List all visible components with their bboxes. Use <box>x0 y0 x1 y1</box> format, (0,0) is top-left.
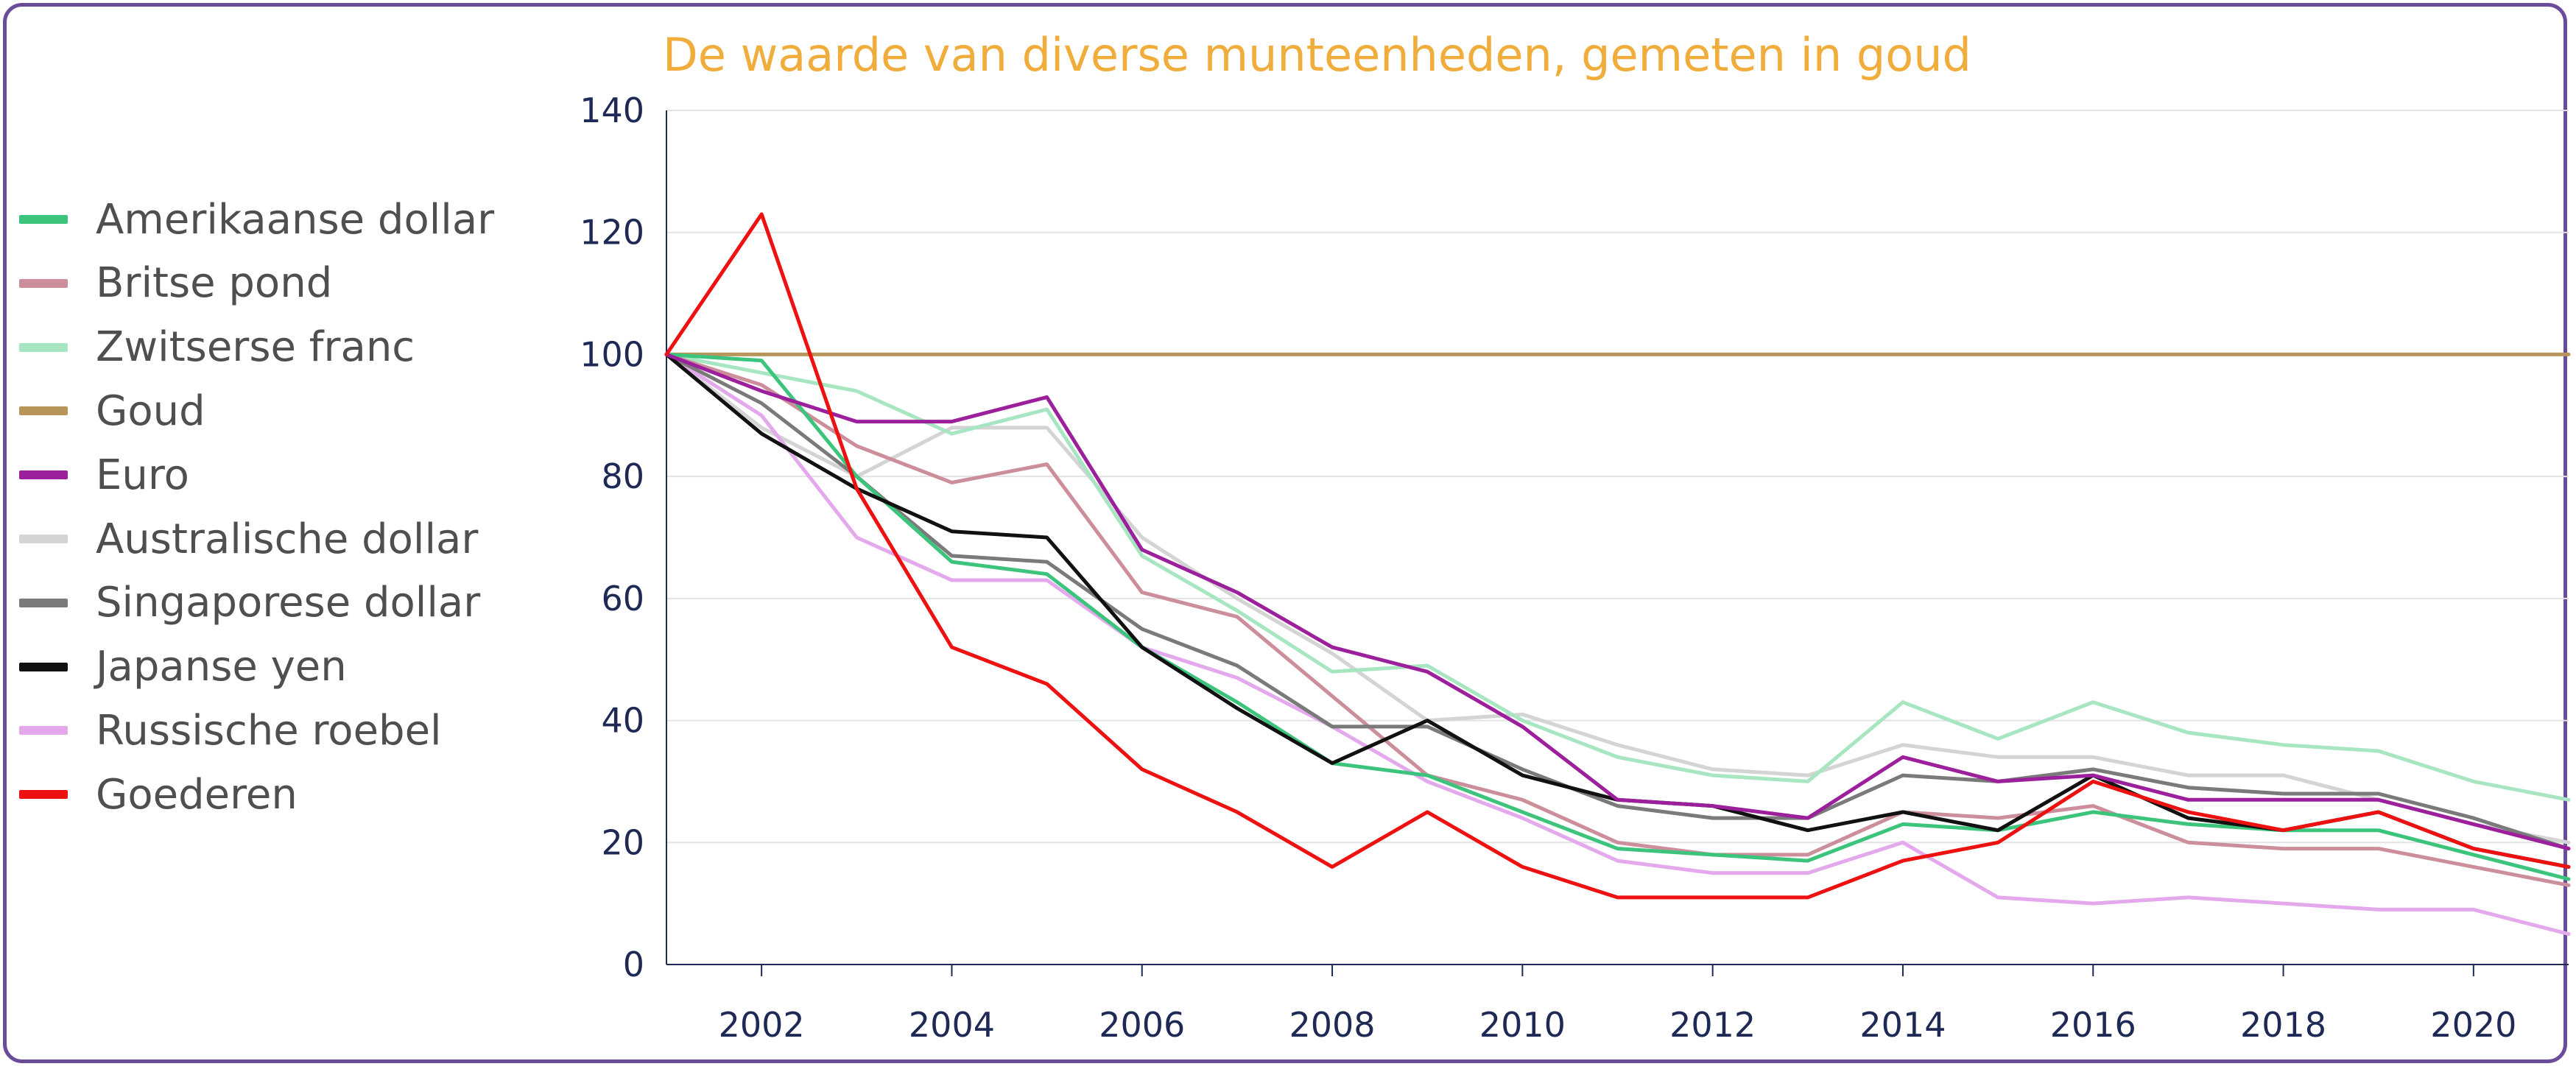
legend-label: Japanse yen <box>96 643 347 691</box>
x-axis-ticks: 2002 2004 2006 2008 2010 2012 2014 2016 2018 2020 <box>719 965 2516 1045</box>
series-line-japanse-yen <box>664 352 2571 869</box>
x-tick-label: 2020 <box>2430 1005 2516 1045</box>
axes <box>666 110 2569 965</box>
legend-label: Zwitserse franc <box>96 323 415 372</box>
legend-swatch <box>19 726 68 736</box>
legend-item: Amerikaanse dollar <box>19 190 494 249</box>
legend-item: Russische roebel <box>19 701 442 760</box>
legend-swatch <box>19 535 68 543</box>
legend-swatch <box>19 215 68 224</box>
series-line-zwitserse-franc <box>664 352 2571 802</box>
y-tick-label: 140 <box>580 91 644 130</box>
legend-item: Zwitserse franc <box>19 318 415 377</box>
y-tick-label: 100 <box>580 334 644 374</box>
legend-label: Goud <box>96 387 205 435</box>
chart-frame <box>3 3 2567 1063</box>
legend-swatch <box>19 406 68 416</box>
legend-label: Russische roebel <box>96 706 442 755</box>
x-tick-label: 2018 <box>2240 1005 2326 1045</box>
legend-item: Britse pond <box>19 254 332 313</box>
legend-swatch <box>19 342 68 352</box>
grid-lines <box>666 110 2569 844</box>
legend-item: Singaporese dollar <box>19 574 480 632</box>
legend-swatch <box>19 662 68 671</box>
y-tick-label: 80 <box>601 456 644 496</box>
legend-swatch <box>19 598 68 607</box>
y-tick-label: 20 <box>601 822 644 862</box>
legend-swatch <box>19 470 68 480</box>
legend-item: Goud <box>19 381 205 440</box>
legend-label: Amerikaanse dollar <box>96 195 495 244</box>
y-tick-label: 40 <box>601 701 644 741</box>
legend-label: Britse pond <box>96 259 333 308</box>
legend-label: Goederen <box>96 770 298 819</box>
x-tick-label: 2006 <box>1099 1005 1185 1045</box>
series-line-euro <box>664 352 2571 851</box>
legend-label: Euro <box>96 451 189 499</box>
x-tick-label: 2002 <box>719 1005 805 1045</box>
series-line-amerikaanse-dollar <box>664 352 2571 881</box>
legend-swatch <box>19 278 68 288</box>
y-tick-label: 0 <box>623 945 644 984</box>
x-tick-label: 2012 <box>1669 1005 1756 1045</box>
x-tick-label: 2004 <box>909 1005 995 1045</box>
x-tick-label: 2014 <box>1859 1005 1946 1045</box>
legend-label: Singaporese dollar <box>96 579 481 627</box>
legend-swatch <box>19 790 68 800</box>
x-tick-label: 2010 <box>1479 1005 1566 1045</box>
legend-label: Australische dollar <box>96 515 479 563</box>
series-lines <box>664 212 2571 937</box>
series-line-australische-dollar <box>664 352 2571 844</box>
y-tick-label: 60 <box>601 579 644 618</box>
y-axis-ticks: 0 20 40 60 80 100 120 140 <box>580 91 644 984</box>
legend-item: Japanse yen <box>19 638 347 697</box>
series-line-russische-roebel <box>664 352 2571 937</box>
series-line-goederen <box>664 212 2571 900</box>
series-line-singaporese-dollar <box>664 352 2571 851</box>
y-tick-label: 120 <box>580 213 644 253</box>
x-tick-label: 2016 <box>2050 1005 2136 1045</box>
series-line-britse-pond <box>664 352 2571 887</box>
legend-item: Goederen <box>19 765 298 824</box>
legend-item: Australische dollar <box>19 509 478 568</box>
chart-title: De waarde van diverse munteenheden, geme… <box>663 28 1971 82</box>
legend-item: Euro <box>19 445 189 504</box>
x-tick-label: 2008 <box>1289 1005 1376 1045</box>
